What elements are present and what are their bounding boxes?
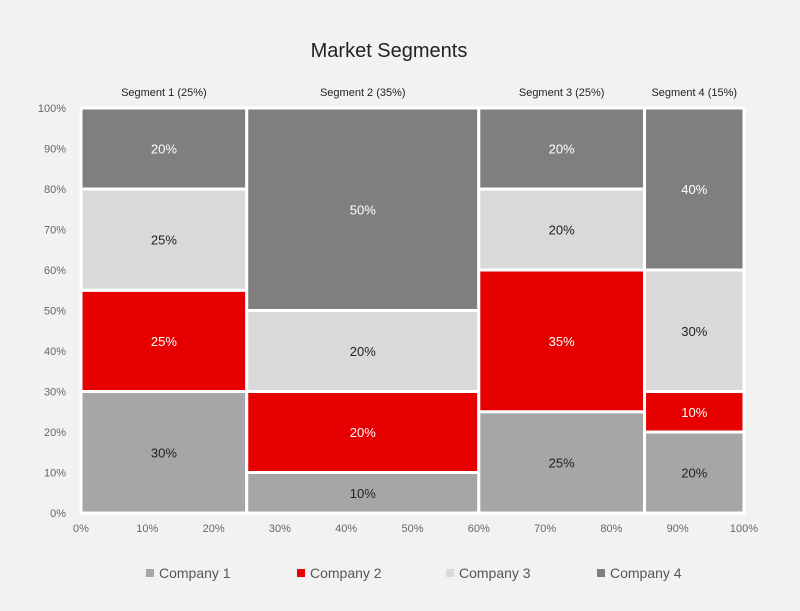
data-label: 25%	[151, 334, 177, 349]
legend-label: Company 4	[610, 565, 682, 581]
mekko-cell	[79, 288, 249, 393]
y-tick-label: 30%	[44, 387, 66, 399]
y-tick-label: 0%	[50, 508, 66, 520]
plot-area: 30% 25% 25% 20% 10% 20% 20% 50% 25% 35% 20% 20% 20% 1…	[79, 106, 746, 515]
x-tick-label: 50%	[401, 523, 423, 535]
y-tick-label: 70%	[44, 225, 66, 237]
legend-item: Company 4	[597, 565, 682, 581]
y-tick-label: 20%	[44, 427, 66, 439]
legend-item: Company 2	[297, 565, 382, 581]
data-label: 35%	[549, 334, 575, 349]
y-tick-label: 40%	[44, 346, 66, 358]
y-tick-label: 80%	[44, 184, 66, 196]
segment-label: Segment 3 (25%)	[519, 87, 605, 99]
mekko-cell	[643, 430, 746, 515]
mekko-cell	[79, 390, 249, 515]
x-tick-label: 10%	[136, 523, 158, 535]
legend-swatch	[446, 569, 454, 577]
y-tick-label: 60%	[44, 265, 66, 277]
y-tick-label: 90%	[44, 144, 66, 156]
mekko-cell	[245, 106, 481, 312]
data-label: 10%	[350, 486, 376, 501]
x-tick-label: 0%	[73, 523, 89, 535]
data-label: 10%	[681, 405, 707, 420]
y-tick-label: 100%	[38, 103, 66, 115]
x-tick-label: 30%	[269, 523, 291, 535]
data-label: 25%	[549, 455, 575, 470]
x-tick-label: 70%	[534, 523, 556, 535]
legend-item: Company 1	[146, 565, 231, 581]
y-axis: 0% 10% 20% 30% 40% 50% 60% 70% 80% 90% 100%	[38, 103, 66, 520]
x-tick-label: 40%	[335, 523, 357, 535]
segment-label: Segment 1 (25%)	[121, 87, 207, 99]
x-tick-label: 100%	[730, 523, 758, 535]
x-tick-label: 60%	[468, 523, 490, 535]
legend-swatch	[597, 569, 605, 577]
legend-swatch	[146, 569, 154, 577]
mekko-cell	[245, 390, 481, 474]
chart-title: Market Segments	[311, 40, 468, 62]
data-label: 25%	[151, 233, 177, 248]
x-tick-label: 20%	[203, 523, 225, 535]
segment-labels: Segment 1 (25%) Segment 2 (35%) Segment 3 …	[121, 87, 737, 99]
y-tick-label: 50%	[44, 306, 66, 318]
legend-item: Company 3	[446, 565, 531, 581]
legend-label: Company 3	[459, 565, 531, 581]
legend-label: Company 2	[310, 565, 382, 581]
legend: Company 1 Company 2 Company 3 Company 4	[146, 565, 682, 581]
data-label: 20%	[151, 142, 177, 157]
y-tick-label: 10%	[44, 468, 66, 480]
mekko-cell	[477, 410, 647, 515]
data-label: 20%	[549, 223, 575, 238]
data-label: 40%	[681, 182, 707, 197]
x-axis: 0% 10% 20% 30% 40% 50% 60% 70% 80% 90% 100%	[73, 523, 758, 535]
segment-label: Segment 4 (15%)	[651, 87, 737, 99]
data-label: 30%	[151, 445, 177, 460]
mekko-cell	[643, 106, 746, 272]
data-label: 30%	[681, 324, 707, 339]
data-label: 50%	[350, 202, 376, 217]
mekko-cell	[643, 268, 746, 393]
mekko-cell	[477, 268, 647, 414]
data-label: 20%	[350, 344, 376, 359]
x-tick-label: 80%	[600, 523, 622, 535]
data-label: 20%	[350, 425, 376, 440]
legend-swatch	[297, 569, 305, 577]
legend-label: Company 1	[159, 565, 231, 581]
mekko-cell	[245, 309, 481, 393]
data-label: 20%	[549, 142, 575, 157]
x-tick-label: 90%	[667, 523, 689, 535]
mekko-cell	[477, 106, 647, 191]
segment-label: Segment 2 (35%)	[320, 87, 406, 99]
data-label: 20%	[681, 466, 707, 481]
